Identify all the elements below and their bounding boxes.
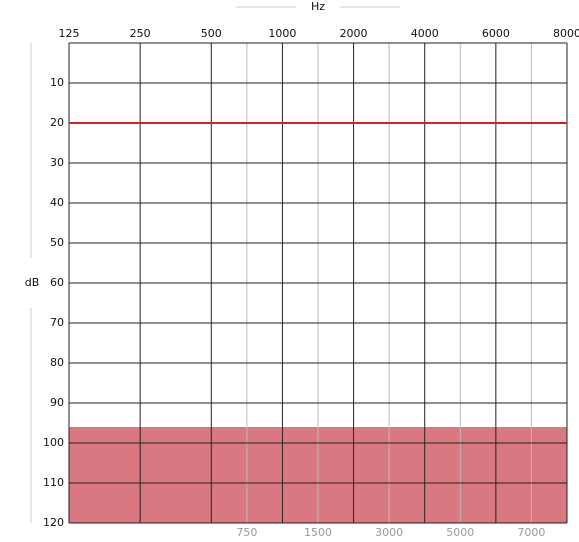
- minor-x-tick-label: 3000: [375, 526, 403, 539]
- y-tick-label: 70: [50, 316, 64, 329]
- x-tick-label: 4000: [411, 27, 439, 40]
- minor-x-tick-label: 750: [236, 526, 257, 539]
- y-tick-label: 90: [50, 396, 64, 409]
- y-tick-label: 10: [50, 76, 64, 89]
- y-tick-label: 80: [50, 356, 64, 369]
- y-tick-label: 20: [50, 116, 64, 129]
- x-tick-label: 250: [130, 27, 151, 40]
- y-tick-label: 60: [50, 276, 64, 289]
- y-tick-label: 110: [43, 476, 64, 489]
- minor-x-tick-label: 5000: [446, 526, 474, 539]
- y-tick-label: 40: [50, 196, 64, 209]
- y-tick-label: 120: [43, 516, 64, 529]
- minor-x-tick-label: 1500: [304, 526, 332, 539]
- x-tick-label: 1000: [268, 27, 296, 40]
- y-tick-label: 100: [43, 436, 64, 449]
- x-tick-label: 6000: [482, 27, 510, 40]
- x-axis-label: Hz: [311, 0, 325, 13]
- x-tick-label: 2000: [340, 27, 368, 40]
- minor-x-tick-label: 7000: [517, 526, 545, 539]
- y-tick-label: 50: [50, 236, 64, 249]
- x-tick-label: 125: [59, 27, 80, 40]
- x-tick-label: 8000: [553, 27, 579, 40]
- y-tick-label: 30: [50, 156, 64, 169]
- y-axis-label: dB: [25, 276, 40, 289]
- x-tick-label: 500: [201, 27, 222, 40]
